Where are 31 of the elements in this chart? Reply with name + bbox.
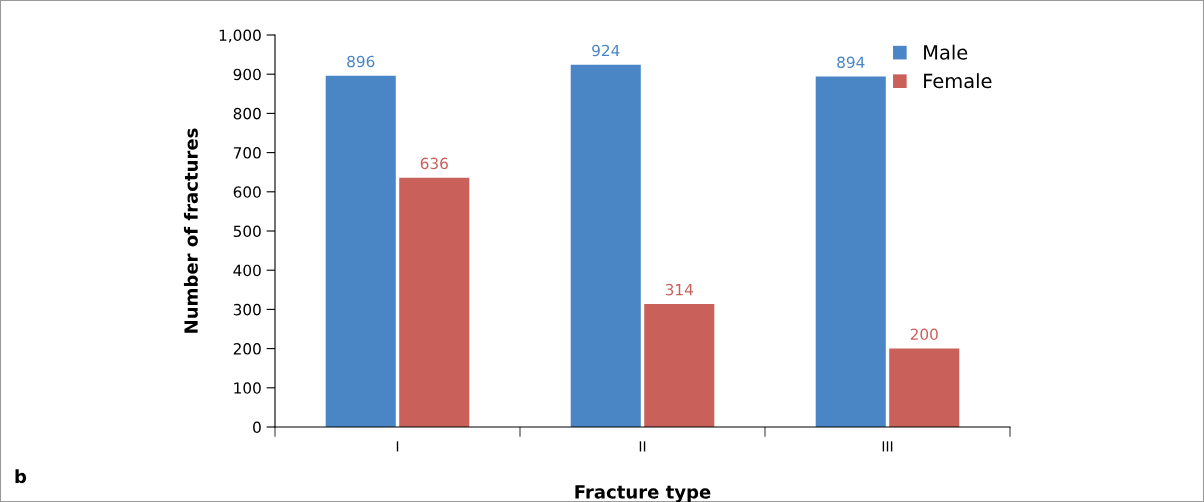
y-tick-label: 800 bbox=[233, 107, 261, 120]
y-tick-label: 1,000 bbox=[219, 29, 261, 43]
y-tick-label: 100 bbox=[234, 382, 261, 394]
y-axis-title: Number of fractures bbox=[183, 128, 198, 333]
x-tick-label: II bbox=[639, 441, 646, 452]
data-label: 200 bbox=[910, 328, 938, 341]
x-tick-label: III bbox=[882, 441, 893, 452]
text: b bbox=[15, 469, 27, 484]
y-tick-label: 600 bbox=[233, 186, 261, 198]
bar bbox=[889, 348, 960, 427]
bar bbox=[570, 64, 641, 427]
y-tick-label: 0 bbox=[253, 421, 261, 434]
bar bbox=[644, 303, 715, 427]
bar bbox=[399, 177, 470, 427]
y-tick-label: 200 bbox=[233, 343, 261, 355]
x-tick-label: I bbox=[396, 441, 399, 452]
y-tick-label: 900 bbox=[233, 68, 261, 81]
y-tick-label: 300 bbox=[233, 303, 261, 316]
data-label: 896 bbox=[347, 55, 375, 68]
legend-label: Female bbox=[924, 73, 992, 89]
y-tick-label: 400 bbox=[233, 264, 261, 277]
legend-label: Male bbox=[924, 44, 968, 60]
data-label: 924 bbox=[592, 44, 620, 57]
data-label: 314 bbox=[665, 283, 693, 296]
x-axis-title: Fracture type bbox=[575, 485, 711, 502]
y-tick-label: 500 bbox=[233, 225, 261, 238]
bar bbox=[325, 75, 396, 427]
data-label: 636 bbox=[420, 157, 448, 170]
data-label: 894 bbox=[837, 56, 865, 69]
bar bbox=[815, 76, 886, 427]
y-tick-label: 700 bbox=[233, 147, 261, 159]
